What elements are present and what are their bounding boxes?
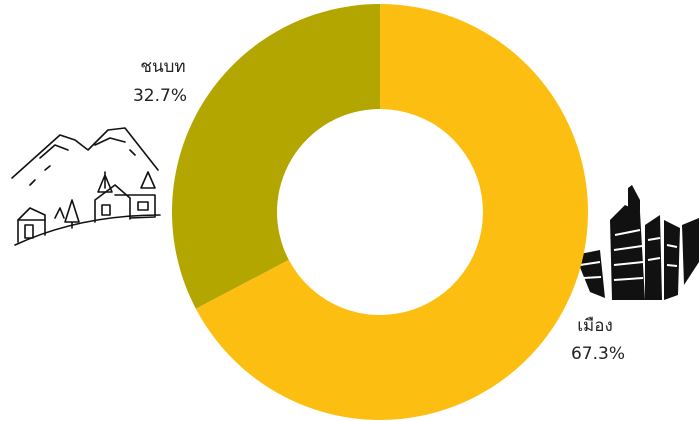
value-label: 32.7%: [133, 86, 187, 106]
donut-slice: [195, 4, 589, 420]
category-label: ชนบท: [140, 57, 185, 77]
rural-icon: [11, 127, 161, 246]
category-label: เมือง: [577, 316, 613, 336]
donut-slice: [171, 4, 380, 309]
city-icon: [575, 185, 699, 300]
value-label: 67.3%: [571, 344, 625, 364]
